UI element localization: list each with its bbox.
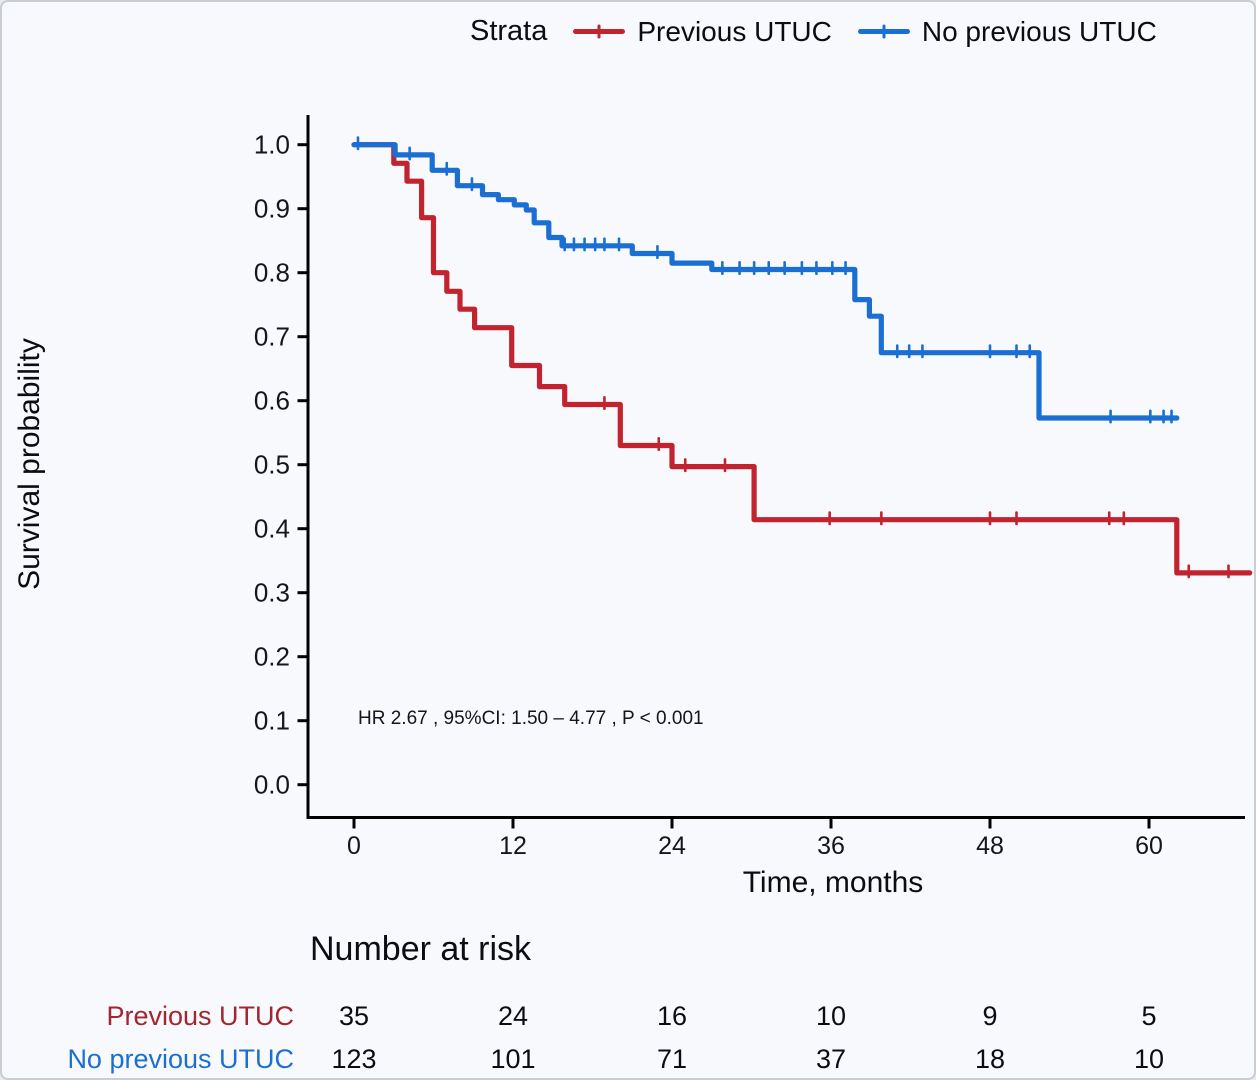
risk-count: 10 (1133, 1044, 1165, 1074)
risk-count: 35 (338, 1001, 370, 1031)
legend-item-label: No previous UTUC (921, 15, 1157, 47)
risk-count: 24 (497, 1001, 529, 1031)
legend-title: Strata (470, 15, 548, 47)
risk-table-title: Number at risk (310, 930, 532, 968)
y-tick-label: 0.7 (254, 322, 290, 352)
y-tick-label: 0.0 (254, 770, 290, 800)
risk-count: 16 (656, 1001, 688, 1031)
risk-row-values: 123 101 71 37 18 10 (2, 1044, 1254, 1078)
survival-curve-no-previous-utuc (351, 136, 1180, 424)
risk-count: 5 (1141, 1001, 1157, 1031)
y-tick-label: 0.5 (254, 450, 290, 480)
legend-item-no-previous-utuc: No previous UTUC (857, 15, 1157, 48)
axes: 0.0 0.1 0.2 0.3 0.4 0.5 0.6 0.7 0.8 0.9 1.0 0 12 24 36… (254, 115, 1245, 860)
survival-curve-previous-utuc (351, 142, 1253, 579)
y-tick-label: 0.8 (254, 258, 290, 288)
y-axis-title: Survival probability (13, 338, 46, 590)
y-tick-label: 0.3 (254, 578, 290, 608)
censor-tick-icon (597, 23, 601, 38)
x-tick-label: 60 (1135, 832, 1163, 860)
risk-count: 101 (490, 1044, 536, 1074)
legend-item-previous-utuc: Previous UTUC (573, 15, 832, 48)
x-tick-label: 24 (658, 832, 686, 860)
y-tick-label: 0.1 (254, 706, 290, 736)
x-tick-label: 0 (347, 832, 361, 860)
x-tick-label: 48 (976, 832, 1004, 860)
legend: Strata Previous UTUC No previous UTUC (470, 15, 1157, 48)
risk-count: 37 (815, 1044, 847, 1074)
hazard-ratio-annotation: HR 2.67 , 95%CI: 1.50 – 4.77 , P < 0.001 (358, 708, 704, 729)
legend-item-label: Previous UTUC (637, 15, 832, 47)
x-tick-label: 12 (499, 832, 527, 860)
risk-count: 10 (815, 1001, 847, 1031)
risk-row-previous-utuc: Previous UTUC 35 24 16 10 9 5 (2, 1001, 1254, 1037)
x-tick-label: 36 (817, 832, 845, 860)
censor-tick-icon (882, 23, 886, 38)
y-tick-label: 1.0 (254, 130, 290, 160)
blue-line-key-icon (857, 23, 910, 38)
risk-count: 9 (982, 1001, 998, 1031)
risk-row-values: 35 24 16 10 9 5 (2, 1001, 1254, 1037)
red-line-key-icon (573, 23, 626, 38)
risk-row-label: Previous UTUC (106, 1001, 294, 1031)
y-tick-label: 0.9 (254, 194, 290, 224)
risk-row-label: No previous UTUC (67, 1044, 294, 1074)
y-tick-label: 0.4 (254, 514, 290, 544)
risk-count: 18 (974, 1044, 1006, 1074)
risk-count: 71 (656, 1044, 688, 1074)
x-axis-title: Time, months (742, 866, 924, 899)
y-tick-label: 0.2 (254, 642, 290, 672)
risk-count: 123 (331, 1044, 377, 1074)
y-tick-label: 0.6 (254, 386, 290, 416)
risk-row-no-previous-utuc: No previous UTUC 123 101 71 37 18 10 (2, 1044, 1254, 1078)
